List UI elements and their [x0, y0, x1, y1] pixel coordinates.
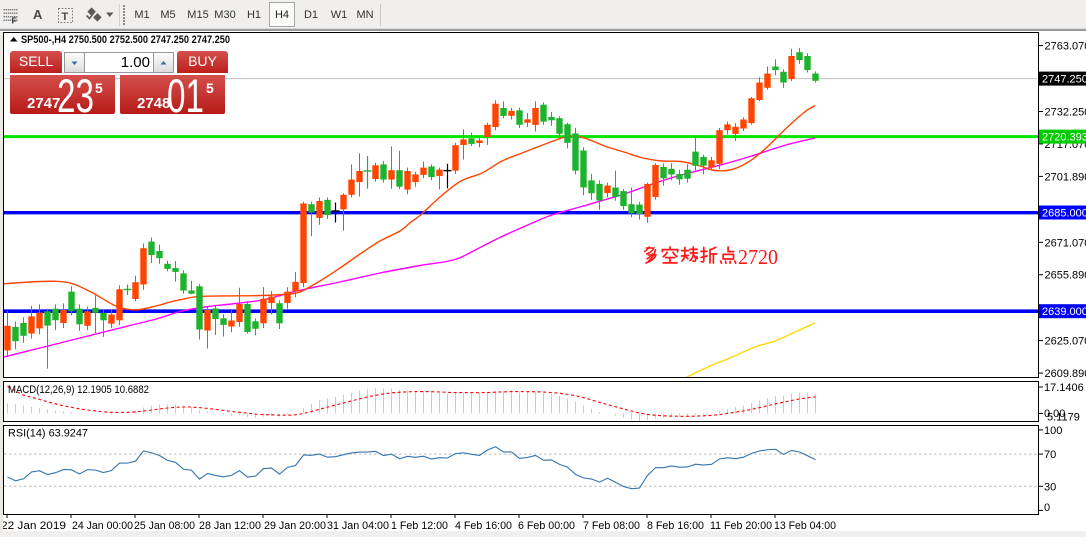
svg-text:T: T	[62, 11, 69, 23]
svg-text:2732.250: 2732.250	[1045, 107, 1086, 119]
svg-text:2747: 2747	[27, 95, 60, 112]
svg-text:17.1406: 17.1406	[1044, 382, 1084, 394]
svg-text:70: 70	[1044, 449, 1056, 461]
svg-text:2701.890: 2701.890	[1045, 171, 1086, 183]
svg-text:SP500-,H4 2750.500 2752.500 2: SP500-,H4 2750.500 2752.500 2747.250 274…	[21, 34, 230, 46]
svg-text:01: 01	[167, 75, 204, 114]
svg-text:2720.393: 2720.393	[1042, 132, 1086, 144]
svg-text:100: 100	[1044, 425, 1062, 437]
svg-text:2655.890: 2655.890	[1045, 270, 1086, 282]
svg-text:0: 0	[1044, 502, 1050, 514]
svg-text:5: 5	[206, 80, 214, 96]
svg-text:2748: 2748	[137, 95, 170, 112]
svg-text:2747.250: 2747.250	[1042, 74, 1086, 86]
svg-text:5: 5	[95, 80, 103, 96]
svg-text:2625.070: 2625.070	[1045, 336, 1086, 348]
svg-text:2763.070: 2763.070	[1045, 41, 1086, 53]
svg-text:A: A	[33, 7, 43, 22]
svg-text:5.1179: 5.1179	[1047, 412, 1080, 424]
svg-text:2671.070: 2671.070	[1045, 237, 1086, 249]
svg-text:RSI(14) 63.9247: RSI(14) 63.9247	[8, 428, 88, 440]
svg-text:2639.000: 2639.000	[1042, 306, 1086, 318]
svg-text:F: F	[12, 16, 17, 26]
svg-text:2685.000: 2685.000	[1042, 208, 1086, 220]
svg-text:2720: 2720	[738, 246, 778, 268]
svg-text:2609.890: 2609.890	[1045, 368, 1086, 380]
svg-text:30: 30	[1044, 481, 1056, 493]
svg-text:23: 23	[57, 75, 94, 114]
svg-text:MACD(12,26,9) 12.1905 10.6882: MACD(12,26,9) 12.1905 10.6882	[8, 384, 149, 396]
